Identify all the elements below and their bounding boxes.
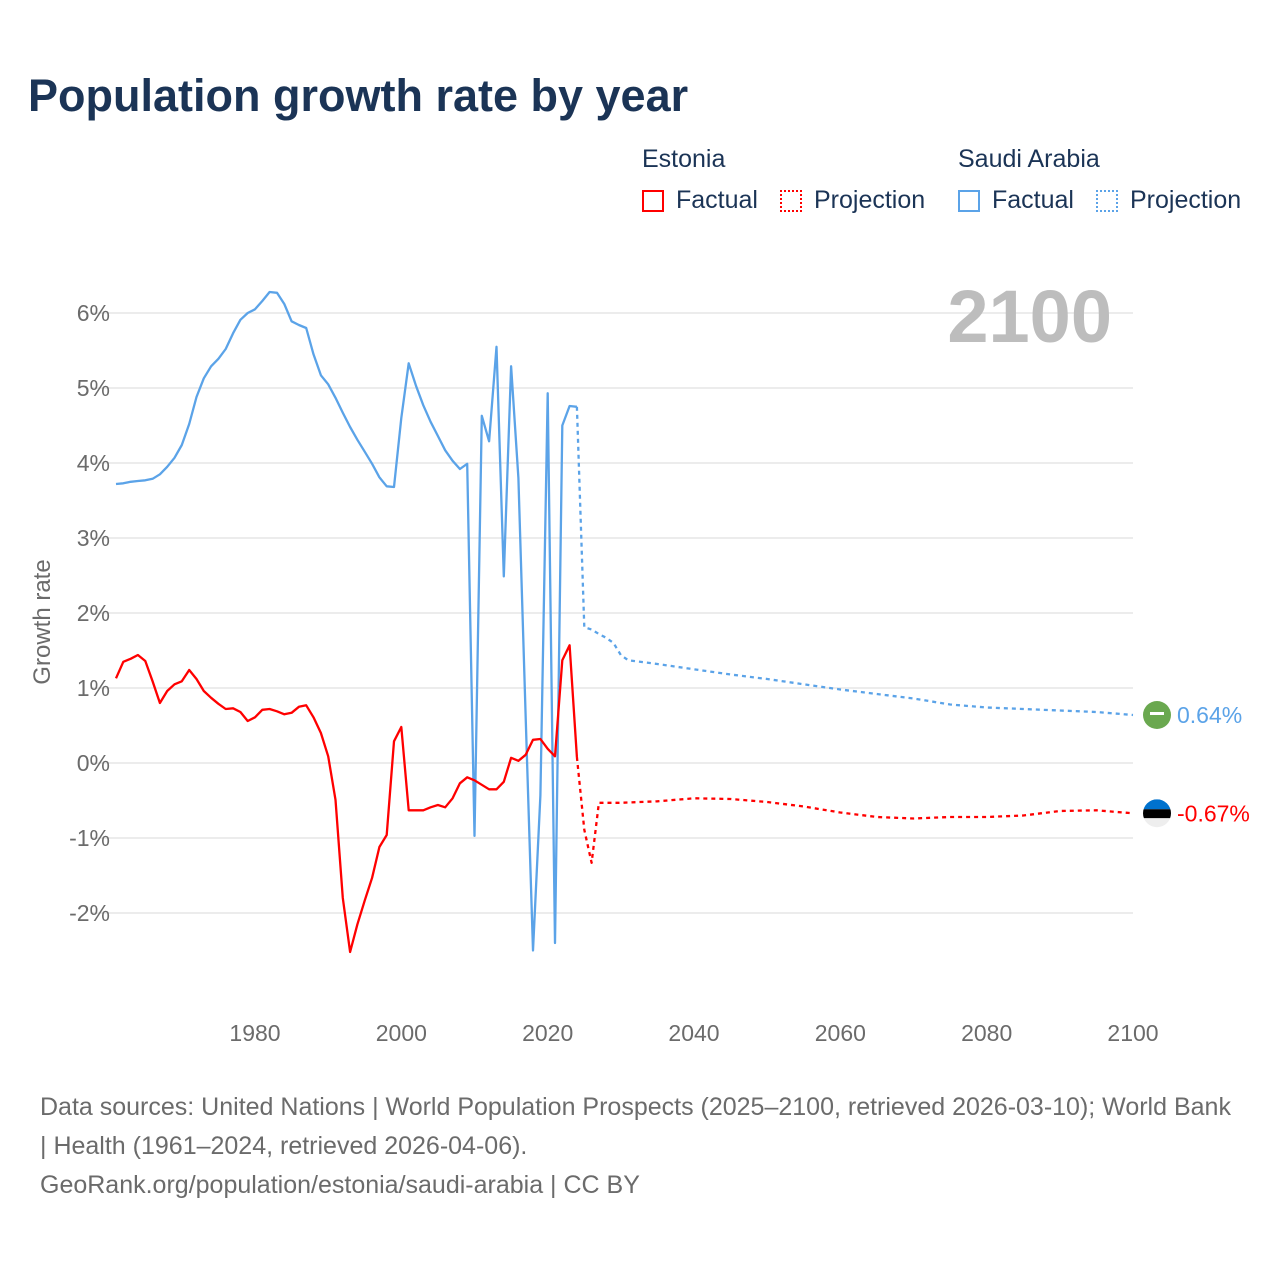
y-tick-label: -2% [69, 900, 110, 926]
series-line-estonia-factual [114, 644, 579, 954]
legend-group-title: Estonia [642, 145, 726, 173]
y-tick-label: 6% [77, 300, 110, 326]
legend-swatch-projection [1095, 189, 1118, 212]
y-tick-label: 5% [77, 375, 110, 401]
flag-stripes [1143, 799, 1171, 828]
x-tick-label: 1980 [229, 1020, 280, 1046]
footer: Data sources: United Nations | World Pop… [40, 1088, 1240, 1205]
y-tick-label: 4% [77, 450, 110, 476]
x-tick-label: 2040 [668, 1020, 719, 1046]
legend-label[interactable]: Factual [992, 186, 1074, 214]
legend-group-title: Saudi Arabia [958, 145, 1100, 173]
legend-swatch-factual [958, 189, 980, 212]
y-tick-label: 0% [77, 750, 110, 776]
year-label: 2100 [947, 275, 1112, 358]
y-tick-label: 1% [77, 675, 110, 701]
page-title: Population growth rate by year [28, 70, 689, 121]
series-line-saudi-arabia-factual [115, 290, 578, 952]
x-tick-label: 2020 [522, 1020, 573, 1046]
y-tick-label: 2% [77, 600, 110, 626]
plot-area: -2% -1% 0% 1% 2% 3% 4% 5% 6% 1980 2000 2020 2040 2060… [29, 275, 1250, 1046]
end-value-label: 0.64% [1177, 702, 1242, 728]
legend-label[interactable]: Projection [1129, 186, 1242, 214]
series-line-saudi-arabia-projection [575, 406, 1134, 717]
flag-stripe-black [1143, 809, 1171, 819]
series-line-estonia-projection [575, 756, 1134, 864]
flag-stripe-blue [1143, 799, 1171, 810]
legend-swatch-factual [642, 189, 664, 212]
data-sources: Data sources: United Nations | World Pop… [40, 1093, 1231, 1160]
flag-stripe-white [1143, 818, 1171, 828]
legend-label[interactable]: Factual [676, 186, 758, 214]
legend-saudi-arabia: Saudi Arabia Factual Projection [958, 145, 1241, 215]
saudi-flag-icon [1143, 701, 1171, 729]
source-link[interactable]: GeoRank.org/population/estonia/saudi-ara… [40, 1171, 640, 1199]
y-tick-label: 3% [77, 525, 110, 551]
legend-label[interactable]: Projection [813, 186, 926, 214]
legend-estonia: Estonia Factual Projection [642, 145, 925, 215]
end-value-label: -0.67% [1177, 800, 1250, 826]
x-tick-label: 2080 [961, 1020, 1012, 1046]
flag-emblem [1150, 712, 1164, 715]
legend-swatch-projection [779, 189, 802, 212]
x-tick-label: 2100 [1107, 1020, 1158, 1046]
x-tick-label: 2060 [815, 1020, 866, 1046]
y-tick-label: -1% [69, 825, 110, 851]
x-tick-label: 2000 [376, 1020, 427, 1046]
estonia-flag-icon [1143, 799, 1171, 828]
y-axis-label: Growth rate [29, 559, 56, 684]
